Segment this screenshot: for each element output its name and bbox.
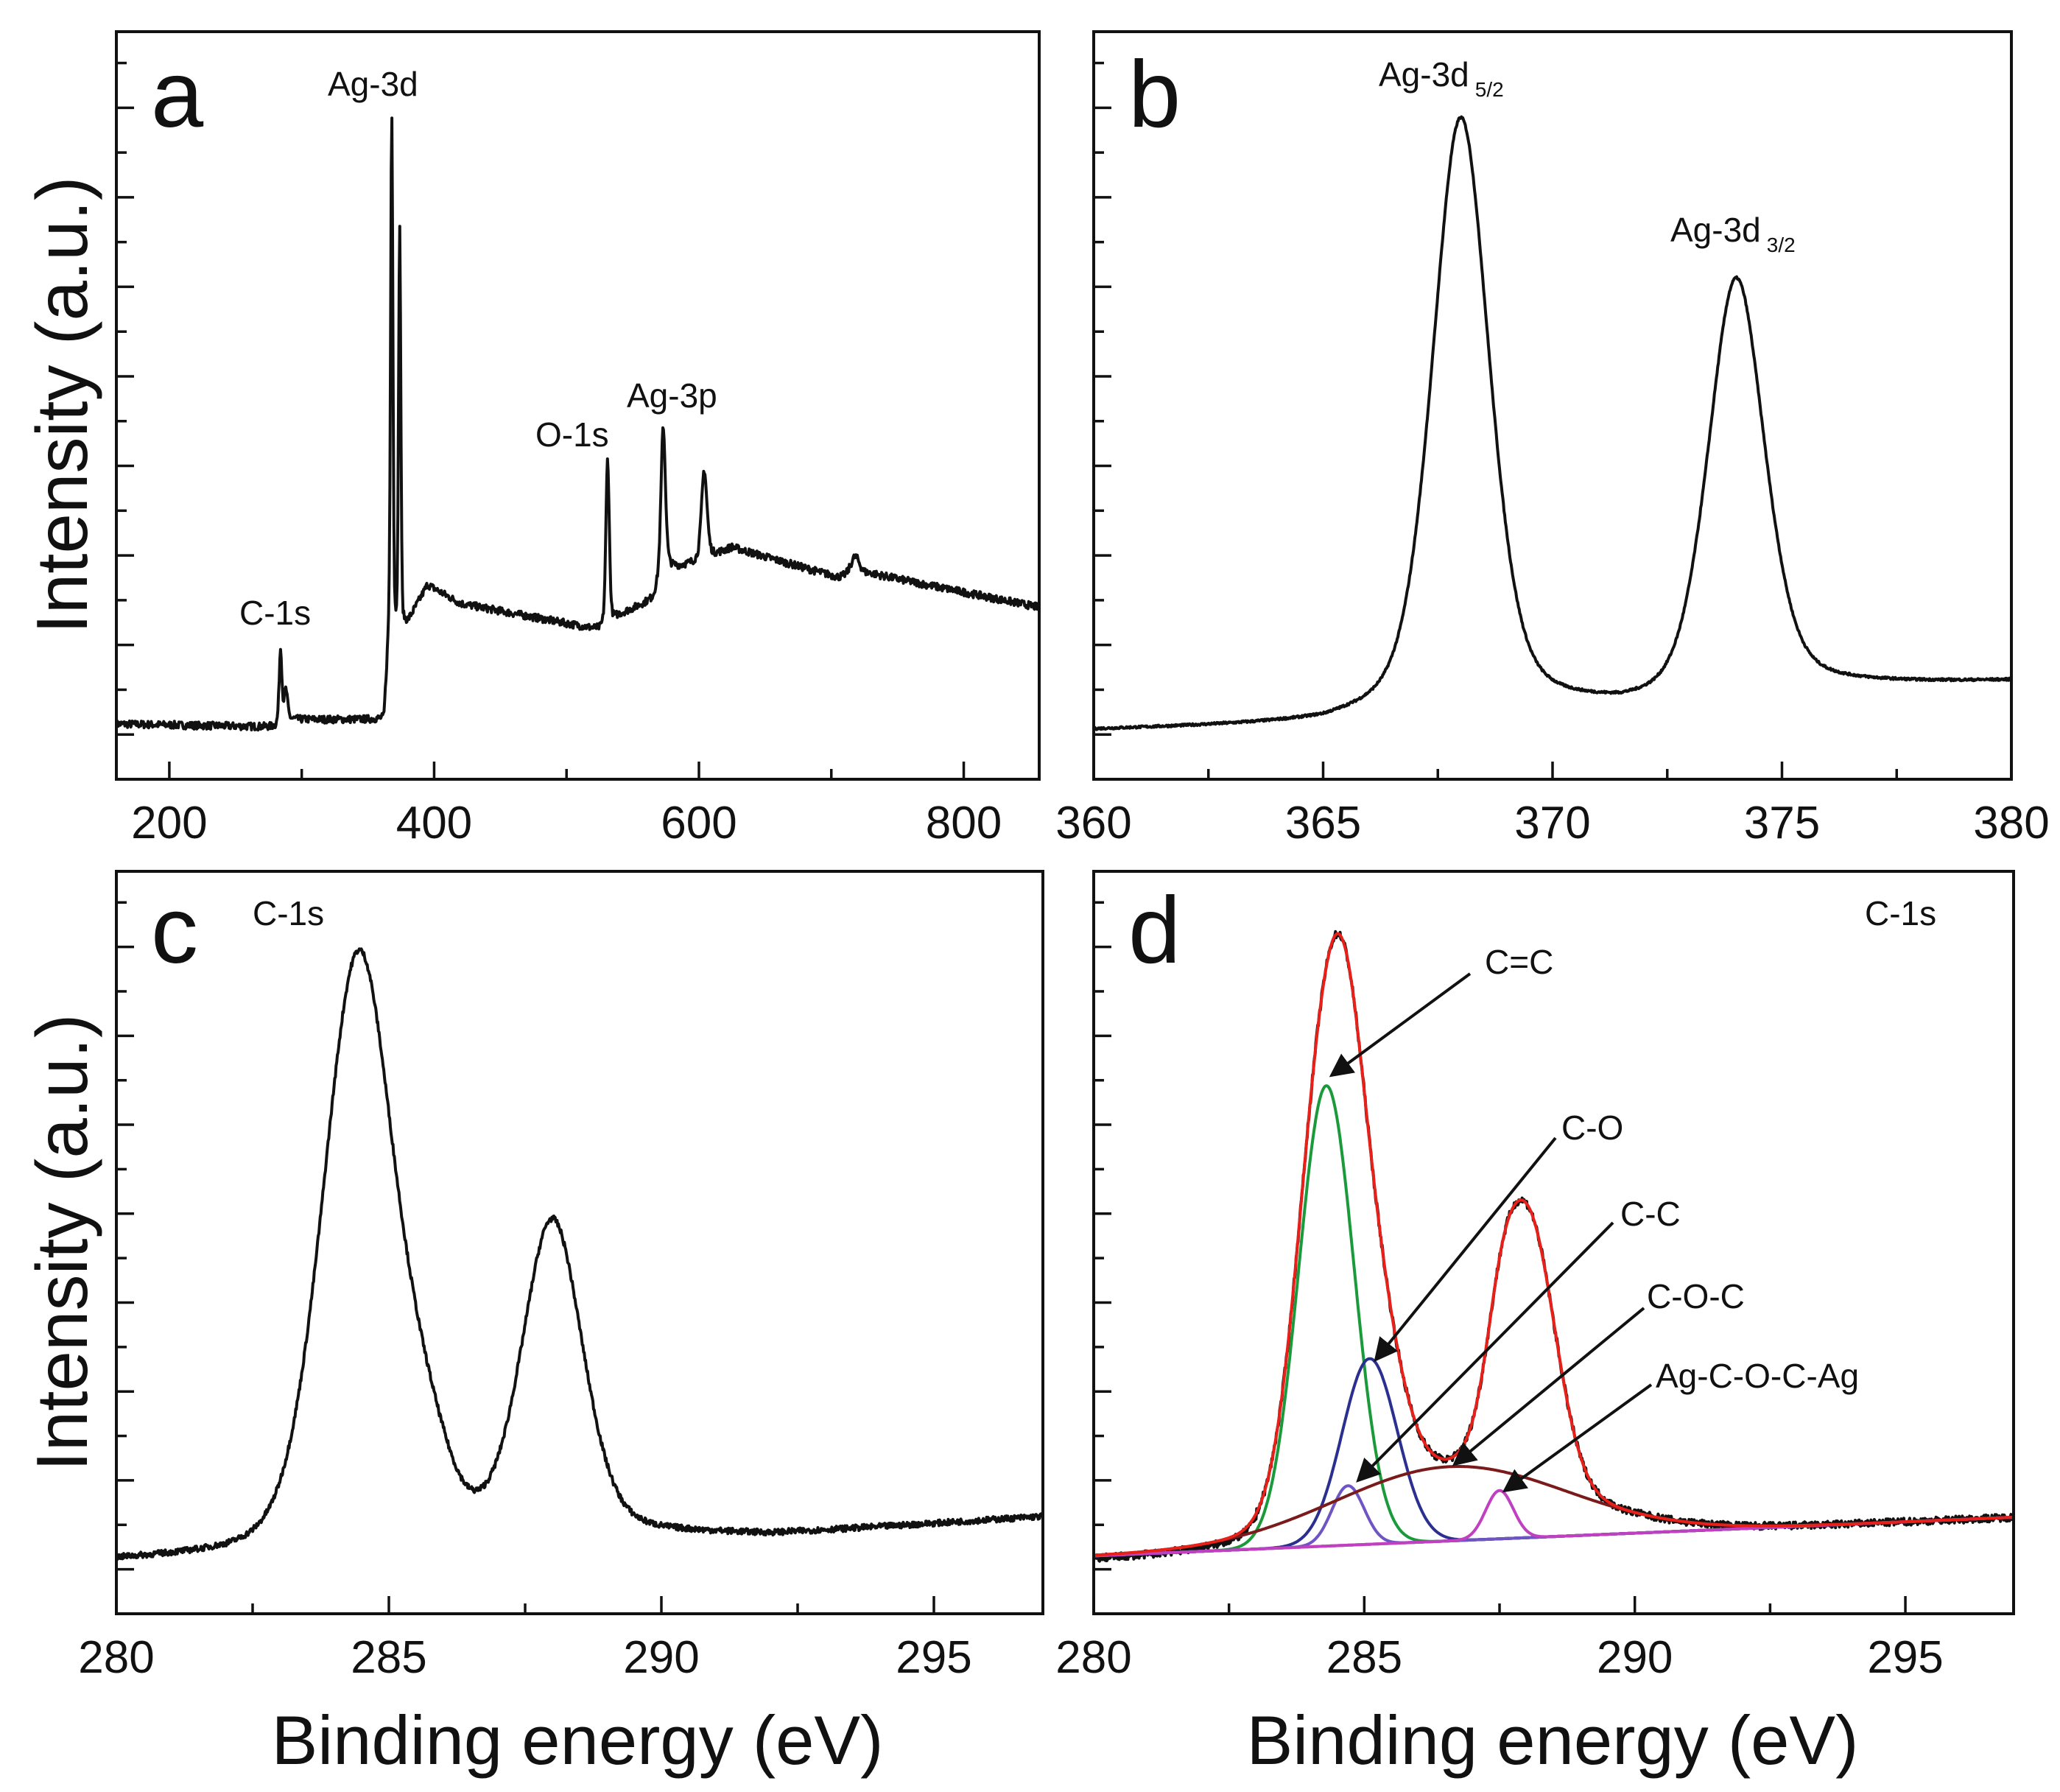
annotation-arrow — [1329, 972, 1472, 1078]
component-label: C-C — [1620, 1195, 1681, 1233]
peak-label: Ag-3d — [328, 65, 418, 103]
panel-d-c1s-fit: 280 285 290 295 d C-1s C=C C-O C-C C-O-C Ag… — [1055, 870, 2015, 1779]
peak-label: Ag-3d 3/2 — [1670, 211, 1796, 256]
x-tick-label: 200 — [131, 798, 207, 848]
spectrum-line — [1094, 115, 2011, 731]
plot-frame — [115, 870, 1044, 1615]
component-label: C-O-C — [1647, 1277, 1745, 1315]
plot-frame — [115, 30, 1041, 781]
panel-letter: c — [151, 878, 198, 983]
x-tick-label: 800 — [926, 798, 1002, 848]
x-tick-label: 380 — [1973, 798, 2049, 848]
x-tick-label: 370 — [1514, 798, 1590, 848]
panel-letter: b — [1128, 42, 1181, 147]
annotation-arrow — [1502, 1383, 1653, 1493]
component-label: Ag-C-O-C-Ag — [1656, 1357, 1859, 1395]
x-tick-label: 360 — [1055, 798, 1131, 848]
x-tick-label: 375 — [1744, 798, 1820, 848]
peak-label: Ag-3d 5/2 — [1379, 55, 1504, 101]
y-axis-title: Intensity (a.u.) — [21, 177, 102, 634]
raw-spectrum-line — [1094, 930, 2014, 1563]
panel-c-c1s: 280 285 290 295 c C-1s Intensity (a.u.) Bin… — [21, 870, 1044, 1779]
component-line-c-o — [1094, 1357, 2014, 1558]
component-label: C=C — [1485, 943, 1553, 981]
x-tick-label: 280 — [1055, 1632, 1131, 1683]
peak-label: Ag-3p — [627, 376, 717, 415]
panel-title-label: C-1s — [1865, 894, 1936, 932]
panel-b-ag3d: 360 365 370 375 380 b Ag-3d 5/2 Ag-3d 3/2 — [1055, 30, 2050, 848]
x-tick-label: 280 — [78, 1632, 154, 1683]
x-tick-label: 285 — [351, 1632, 426, 1683]
peak-label: O-1s — [535, 415, 609, 454]
x-tick-label: 295 — [896, 1632, 971, 1683]
panel-letter: d — [1128, 878, 1181, 983]
spectrum-line — [116, 116, 1039, 732]
x-axis-title: Binding energy (eV) — [1247, 1701, 1859, 1779]
y-axis-title: Intensity (a.u.) — [21, 1014, 102, 1472]
plot-frame — [1092, 870, 2015, 1615]
plot-frame — [1092, 30, 2013, 781]
x-tick-label: 365 — [1285, 798, 1361, 848]
x-tick-label: 290 — [1597, 1632, 1673, 1683]
x-tick-label: 285 — [1326, 1632, 1402, 1683]
annotation-arrow — [1452, 1307, 1645, 1466]
panel-letter: a — [151, 42, 204, 147]
x-tick-label: 600 — [661, 798, 737, 848]
component-label: C-O — [1561, 1108, 1623, 1147]
panel-a-survey: 200 400 600 800 a Ag-3d C-1s O-1s Ag-3p Int… — [21, 30, 1041, 848]
x-tick-label: 400 — [396, 798, 472, 848]
peak-label: C-1s — [253, 894, 324, 932]
annotation-arrow — [1356, 1221, 1614, 1483]
annotation-arrow — [1374, 1136, 1557, 1363]
fit-envelope-line — [1094, 932, 2014, 1557]
peak-label: C-1s — [239, 594, 311, 632]
x-axis-title: Binding energy (eV) — [272, 1701, 884, 1779]
x-tick-label: 290 — [623, 1632, 699, 1683]
spectrum-line — [116, 947, 1043, 1561]
x-tick-label: 295 — [1867, 1632, 1943, 1683]
